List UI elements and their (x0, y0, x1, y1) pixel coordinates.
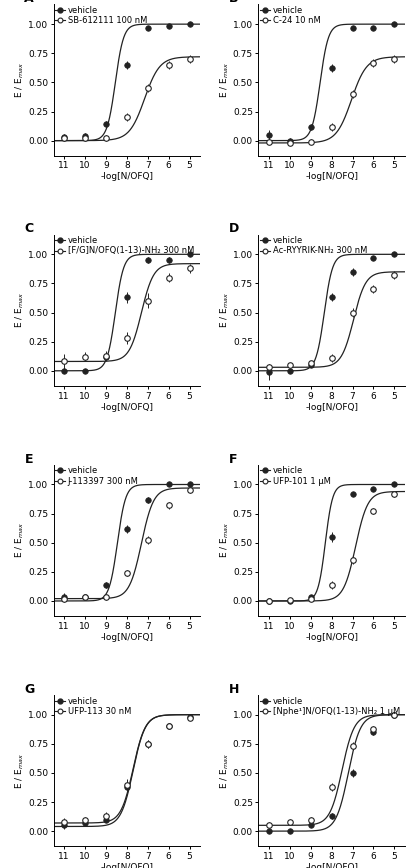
Y-axis label: E / E$_{max}$: E / E$_{max}$ (14, 753, 26, 789)
X-axis label: -log[N/OFQ]: -log[N/OFQ] (100, 863, 153, 868)
Y-axis label: E / E$_{max}$: E / E$_{max}$ (14, 62, 26, 98)
X-axis label: -log[N/OFQ]: -log[N/OFQ] (305, 173, 358, 181)
X-axis label: -log[N/OFQ]: -log[N/OFQ] (100, 173, 153, 181)
Y-axis label: E / E$_{max}$: E / E$_{max}$ (218, 753, 231, 789)
Text: G: G (24, 683, 35, 696)
X-axis label: -log[N/OFQ]: -log[N/OFQ] (305, 633, 358, 641)
X-axis label: -log[N/OFQ]: -log[N/OFQ] (100, 633, 153, 641)
X-axis label: -log[N/OFQ]: -log[N/OFQ] (100, 403, 153, 411)
Legend: vehicle, UFP-113 30 nM: vehicle, UFP-113 30 nM (55, 696, 131, 716)
Text: H: H (229, 683, 240, 696)
Y-axis label: E / E$_{max}$: E / E$_{max}$ (218, 62, 231, 98)
Y-axis label: E / E$_{max}$: E / E$_{max}$ (218, 293, 231, 328)
Y-axis label: E / E$_{max}$: E / E$_{max}$ (218, 523, 231, 558)
X-axis label: -log[N/OFQ]: -log[N/OFQ] (305, 863, 358, 868)
Legend: vehicle, Ac-RYYRIK-NH₂ 300 nM: vehicle, Ac-RYYRIK-NH₂ 300 nM (260, 236, 367, 255)
Legend: vehicle, C-24 10 nM: vehicle, C-24 10 nM (260, 6, 320, 25)
Legend: vehicle, [F/G]N/OFQ(1-13)-NH₂ 300 nM: vehicle, [F/G]N/OFQ(1-13)-NH₂ 300 nM (55, 236, 194, 255)
Text: B: B (229, 0, 239, 5)
Legend: vehicle, UFP-101 1 μM: vehicle, UFP-101 1 μM (260, 466, 330, 485)
Y-axis label: E / E$_{max}$: E / E$_{max}$ (14, 293, 26, 328)
Text: A: A (24, 0, 34, 5)
Legend: vehicle, J-113397 300 nM: vehicle, J-113397 300 nM (55, 466, 139, 485)
X-axis label: -log[N/OFQ]: -log[N/OFQ] (305, 403, 358, 411)
Text: F: F (229, 452, 238, 465)
Legend: vehicle, [Nphe¹]N/OFQ(1-13)-NH₂ 1 μM: vehicle, [Nphe¹]N/OFQ(1-13)-NH₂ 1 μM (260, 696, 400, 716)
Text: C: C (24, 222, 33, 235)
Y-axis label: E / E$_{max}$: E / E$_{max}$ (14, 523, 26, 558)
Text: E: E (24, 452, 33, 465)
Text: D: D (229, 222, 240, 235)
Legend: vehicle, SB-612111 100 nM: vehicle, SB-612111 100 nM (55, 6, 147, 25)
